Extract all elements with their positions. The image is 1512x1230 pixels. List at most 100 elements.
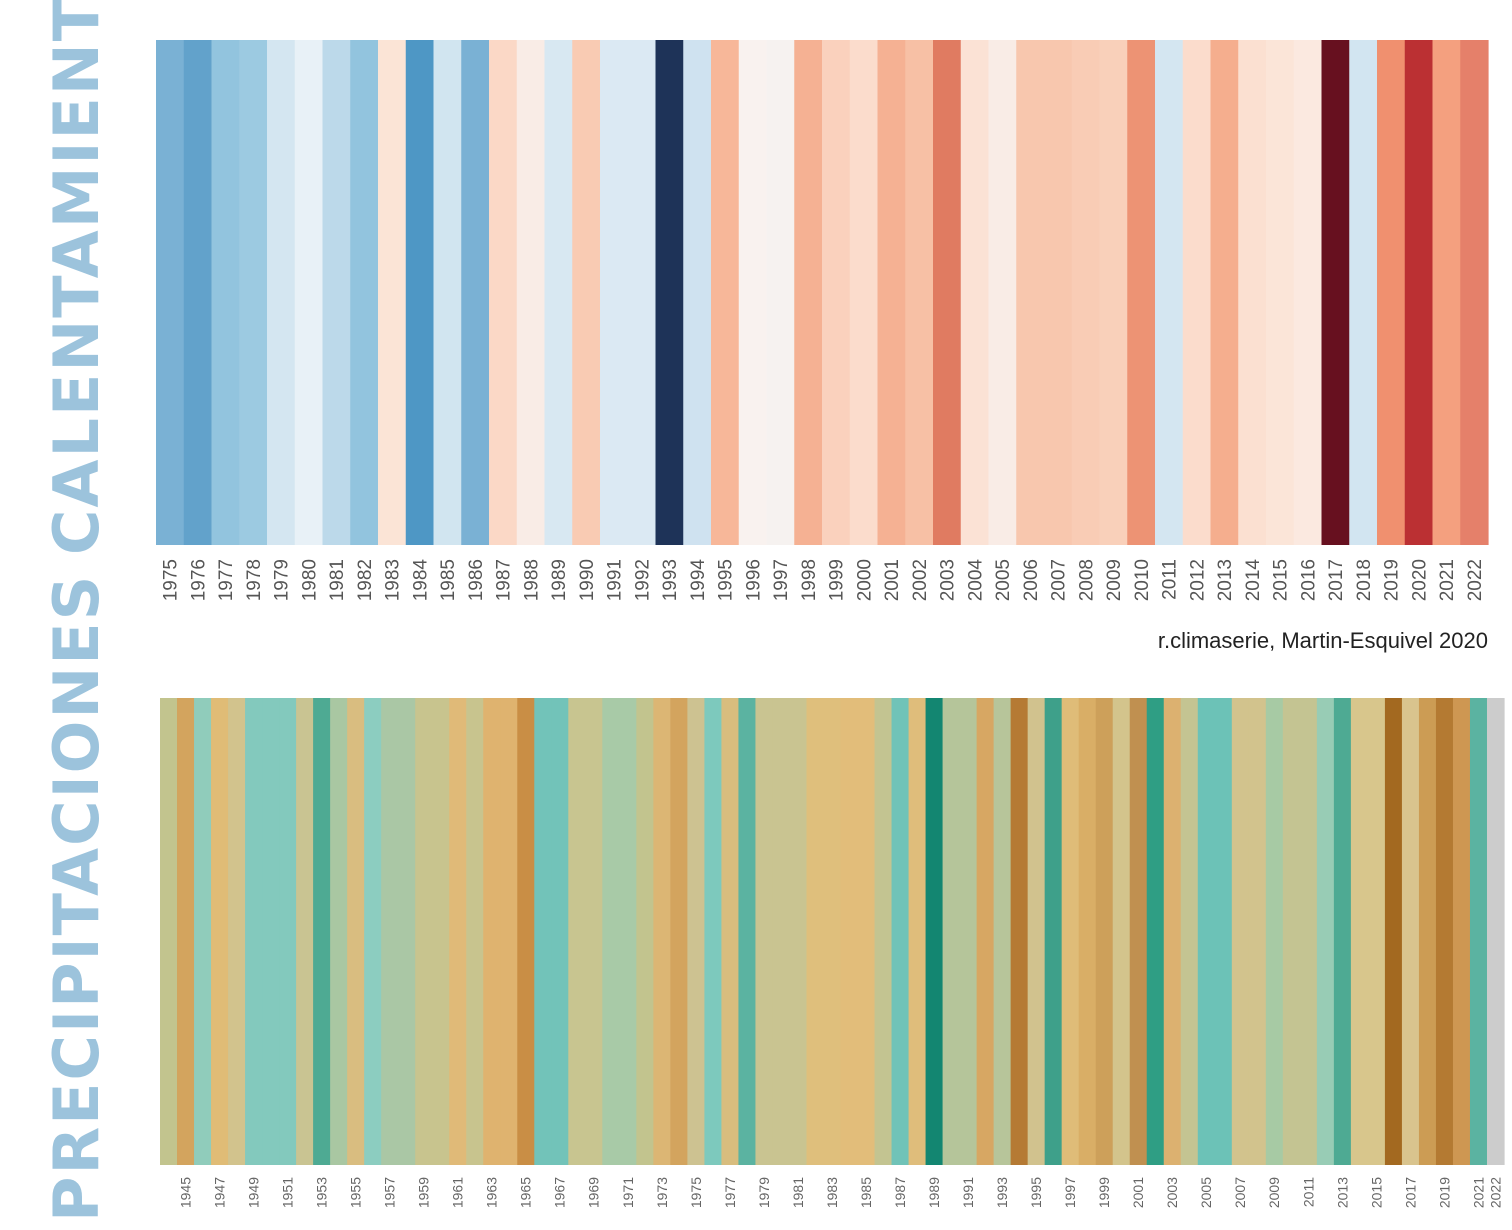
stripe-1995 — [1027, 698, 1046, 1165]
tick-label-2001: 2001 — [1130, 1177, 1146, 1208]
tick-label-1989: 1989 — [926, 1177, 942, 1208]
tick-label-1979: 1979 — [272, 559, 293, 601]
tick-label-1983: 1983 — [824, 1177, 840, 1208]
stripe-1976 — [183, 40, 213, 545]
stripe-2016 — [1384, 698, 1403, 1165]
stripe-2020 — [1404, 40, 1434, 545]
stripe-1975 — [156, 40, 185, 545]
stripe-1967 — [551, 698, 569, 1165]
stripe-2009 — [1265, 698, 1284, 1165]
stripe-1990 — [942, 698, 961, 1165]
stripe-1998 — [1078, 698, 1097, 1165]
tick-label-2005: 2005 — [993, 559, 1014, 601]
stripe-2017 — [1321, 40, 1350, 545]
tick-label-1983: 1983 — [383, 559, 404, 601]
stripe-1947 — [211, 698, 229, 1165]
tick-label-1981: 1981 — [790, 1177, 806, 1208]
tick-label-1999: 1999 — [827, 559, 848, 601]
tick-label-1997: 1997 — [1062, 1177, 1078, 1208]
stripe-1966 — [534, 698, 552, 1165]
stripe-1986 — [461, 40, 490, 545]
stripe-2004 — [960, 40, 990, 545]
stripe-2014 — [1238, 40, 1267, 545]
stripe-2011 — [1155, 40, 1184, 545]
stripe-1989 — [925, 698, 944, 1165]
tick-label-1955: 1955 — [348, 1177, 364, 1208]
stripe-1971 — [619, 698, 637, 1165]
tick-label-1981: 1981 — [327, 559, 348, 601]
stripe-2002 — [905, 40, 934, 545]
tick-label-2007: 2007 — [1049, 559, 1070, 601]
stripe-1981 — [322, 40, 351, 545]
stripe-1978 — [738, 698, 757, 1165]
stripe-2008 — [1071, 40, 1101, 545]
tick-label-1947: 1947 — [211, 1177, 227, 1208]
stripe-2018 — [1349, 40, 1378, 545]
tick-label-1957: 1957 — [382, 1177, 398, 1208]
tick-label-1976: 1976 — [188, 559, 209, 601]
stripe-1950 — [262, 698, 280, 1165]
tick-label-1977: 1977 — [722, 1177, 738, 1208]
stripe-1953 — [313, 698, 331, 1165]
stripe-1951 — [279, 698, 297, 1165]
stripe-1969 — [585, 698, 603, 1165]
stripe-1989 — [544, 40, 573, 545]
tick-label-2008: 2008 — [1076, 559, 1097, 601]
stripe-1973 — [653, 698, 671, 1165]
stripe-2021 — [1432, 40, 1461, 545]
tick-label-2009: 2009 — [1104, 559, 1125, 601]
tick-label-2007: 2007 — [1232, 1177, 1248, 1208]
stripe-1978 — [239, 40, 268, 545]
stripe-1996 — [738, 40, 768, 545]
stripe-2001 — [1129, 698, 1148, 1165]
tick-label-1990: 1990 — [577, 559, 598, 601]
stripe-1996 — [1044, 698, 1063, 1165]
tick-label-2006: 2006 — [1021, 559, 1042, 601]
stripe-1948 — [228, 698, 246, 1165]
stripe-2018 — [1418, 698, 1437, 1165]
tick-label-1992: 1992 — [632, 559, 653, 601]
stripe-1987 — [891, 698, 910, 1165]
stripe-2021 — [1469, 698, 1488, 1165]
stripe-1970 — [602, 698, 620, 1165]
tick-label-1982: 1982 — [355, 559, 376, 601]
stripe-2020 — [1452, 698, 1471, 1165]
stripe-1952 — [296, 698, 314, 1165]
tick-label-1991: 1991 — [960, 1177, 976, 1208]
warming-year-ticks: 1975 1976 1977 1978 1979 1980 1981 1982 1983 1984… — [161, 559, 1486, 602]
tick-label-1999: 1999 — [1096, 1177, 1112, 1208]
tick-label-2014: 2014 — [1243, 559, 1264, 602]
tick-label-2021: 2021 — [1470, 1177, 1486, 1208]
tick-label-1993: 1993 — [660, 559, 681, 601]
tick-label-2011: 2011 — [1300, 1177, 1316, 1207]
stripe-2013 — [1333, 698, 1352, 1165]
tick-label-1980: 1980 — [299, 559, 320, 601]
tick-label-2005: 2005 — [1198, 1177, 1214, 1208]
tick-label-1963: 1963 — [484, 1177, 500, 1208]
tick-label-1959: 1959 — [416, 1177, 432, 1208]
stripe-1988 — [516, 40, 546, 545]
stripe-1999 — [822, 40, 851, 545]
tick-label-1965: 1965 — [518, 1177, 534, 1208]
stripe-2011 — [1299, 698, 1318, 1165]
stripe-1956 — [364, 698, 382, 1165]
stripe-1983 — [378, 40, 407, 545]
tick-label-2021: 2021 — [1437, 559, 1458, 601]
tick-label-2018: 2018 — [1354, 559, 1375, 601]
stripe-1994 — [1010, 698, 1029, 1165]
tick-label-1997: 1997 — [771, 559, 792, 601]
stripe-1994 — [683, 40, 712, 545]
tick-label-1986: 1986 — [466, 559, 487, 601]
stripe-1949 — [245, 698, 263, 1165]
tick-label-2004: 2004 — [965, 559, 986, 602]
tick-label-1951: 1951 — [279, 1177, 295, 1208]
stripe-2019 — [1435, 698, 1454, 1165]
stripe-1980 — [294, 40, 324, 545]
stripe-1993 — [655, 40, 684, 545]
tick-label-2022: 2022 — [1487, 1177, 1503, 1208]
stripe-1954 — [330, 698, 348, 1165]
stripe-2022 — [1486, 698, 1505, 1165]
stripe-2009 — [1099, 40, 1128, 545]
stripe-2005 — [1197, 698, 1216, 1165]
tick-label-1987: 1987 — [892, 1177, 908, 1208]
